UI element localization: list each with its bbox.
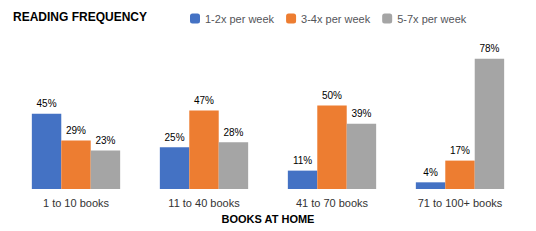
svg-text:READING FREQUENCY: READING FREQUENCY <box>13 10 147 24</box>
svg-text:45%: 45% <box>37 98 57 109</box>
svg-text:41 to 70 books: 41 to 70 books <box>296 197 369 209</box>
svg-text:BOOKS AT HOME: BOOKS AT HOME <box>222 213 315 225</box>
svg-text:3-4x per week: 3-4x per week <box>301 13 371 25</box>
svg-text:78%: 78% <box>479 43 499 54</box>
svg-text:5-7x per week: 5-7x per week <box>397 13 467 25</box>
svg-text:29%: 29% <box>66 125 86 136</box>
svg-text:11 to 40 books: 11 to 40 books <box>168 197 240 209</box>
svg-text:25%: 25% <box>165 132 185 143</box>
svg-text:11%: 11% <box>293 155 312 166</box>
svg-text:39%: 39% <box>351 108 371 119</box>
svg-text:1 to 10 books: 1 to 10 books <box>43 197 110 209</box>
svg-text:17%: 17% <box>450 145 470 156</box>
svg-text:1-2x per week: 1-2x per week <box>205 13 275 25</box>
svg-text:28%: 28% <box>223 127 243 138</box>
svg-text:50%: 50% <box>322 90 342 101</box>
svg-text:23%: 23% <box>95 135 115 146</box>
svg-text:4%: 4% <box>423 167 438 178</box>
svg-text:47%: 47% <box>194 95 214 106</box>
svg-text:71 to 100+ books: 71 to 100+ books <box>418 197 503 209</box>
